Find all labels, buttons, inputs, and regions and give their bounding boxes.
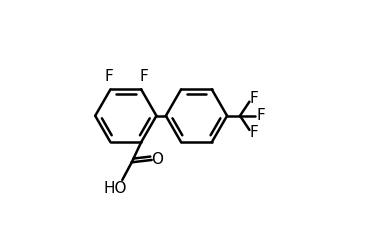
Text: F: F <box>249 91 258 106</box>
Text: O: O <box>151 152 163 167</box>
Text: F: F <box>105 69 114 84</box>
Text: F: F <box>256 108 265 123</box>
Text: F: F <box>139 69 148 84</box>
Text: HO: HO <box>103 181 127 196</box>
Text: F: F <box>249 125 258 140</box>
